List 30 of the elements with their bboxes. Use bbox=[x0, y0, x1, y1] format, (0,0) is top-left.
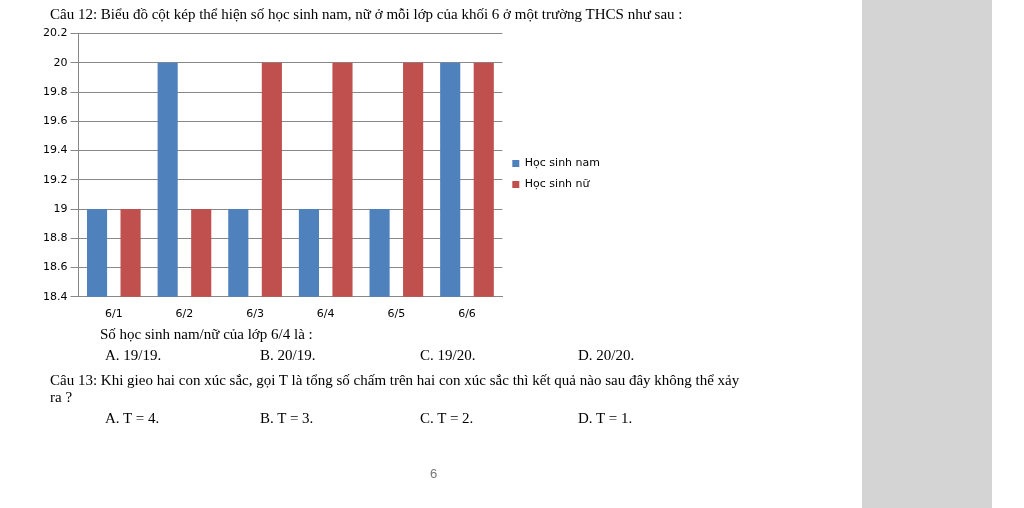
y-tick-label: 18.4 bbox=[42, 289, 68, 303]
text: Câu 13: Khi gieo hai con xúc sắc, gọi T là tổng số chấm trên hai con xúc sắc thì kết quả nào sau đây không thể xảy ra ? bbox=[50, 372, 741, 406]
y-tick-label: 18.6 bbox=[42, 260, 68, 274]
text: D. 20/20. bbox=[578, 347, 635, 364]
text: A. 19/19. bbox=[105, 347, 162, 364]
y-tick-label: 19.6 bbox=[42, 114, 68, 128]
y-tick-label: 19.8 bbox=[42, 84, 68, 98]
text: D. T = 1. bbox=[578, 410, 633, 427]
y-tick-label: 19.2 bbox=[42, 172, 68, 186]
y-tick-label: 19.4 bbox=[42, 143, 68, 157]
x-tick-label: 6/5 bbox=[387, 307, 406, 321]
text: A. T = 4. bbox=[105, 410, 160, 427]
y-tick-label: 20.2 bbox=[42, 26, 68, 40]
y-tick-label: 18.8 bbox=[42, 231, 68, 245]
y-tick-label: 20 bbox=[53, 55, 68, 69]
text: C. 19/20. bbox=[420, 347, 476, 364]
chart-title: Câu 12: Biểu đồ cột kép thể hiện số học sinh nam, nữ ở mỗi lớp của khối 6 ở một trường THCS như sau : bbox=[50, 6, 683, 23]
x-tick-label: 6/1 bbox=[104, 307, 123, 321]
x-tick-label: 6/2 bbox=[175, 307, 194, 321]
text: B. 20/19. bbox=[260, 347, 316, 364]
legend-label: Học sinh nữ bbox=[524, 177, 591, 191]
text: C. T = 2. bbox=[420, 410, 474, 427]
legend-label: Học sinh nam bbox=[524, 156, 600, 170]
x-tick-label: 6/6 bbox=[458, 307, 476, 321]
text: Số học sinh nam/nữ của lớp 6/4 là : bbox=[100, 326, 313, 343]
y-tick-label: 19 bbox=[53, 201, 68, 215]
x-tick-label: 6/3 bbox=[246, 307, 264, 321]
text: B. T = 3. bbox=[260, 410, 314, 427]
text: 6 bbox=[430, 466, 438, 481]
x-tick-label: 6/4 bbox=[316, 307, 335, 321]
